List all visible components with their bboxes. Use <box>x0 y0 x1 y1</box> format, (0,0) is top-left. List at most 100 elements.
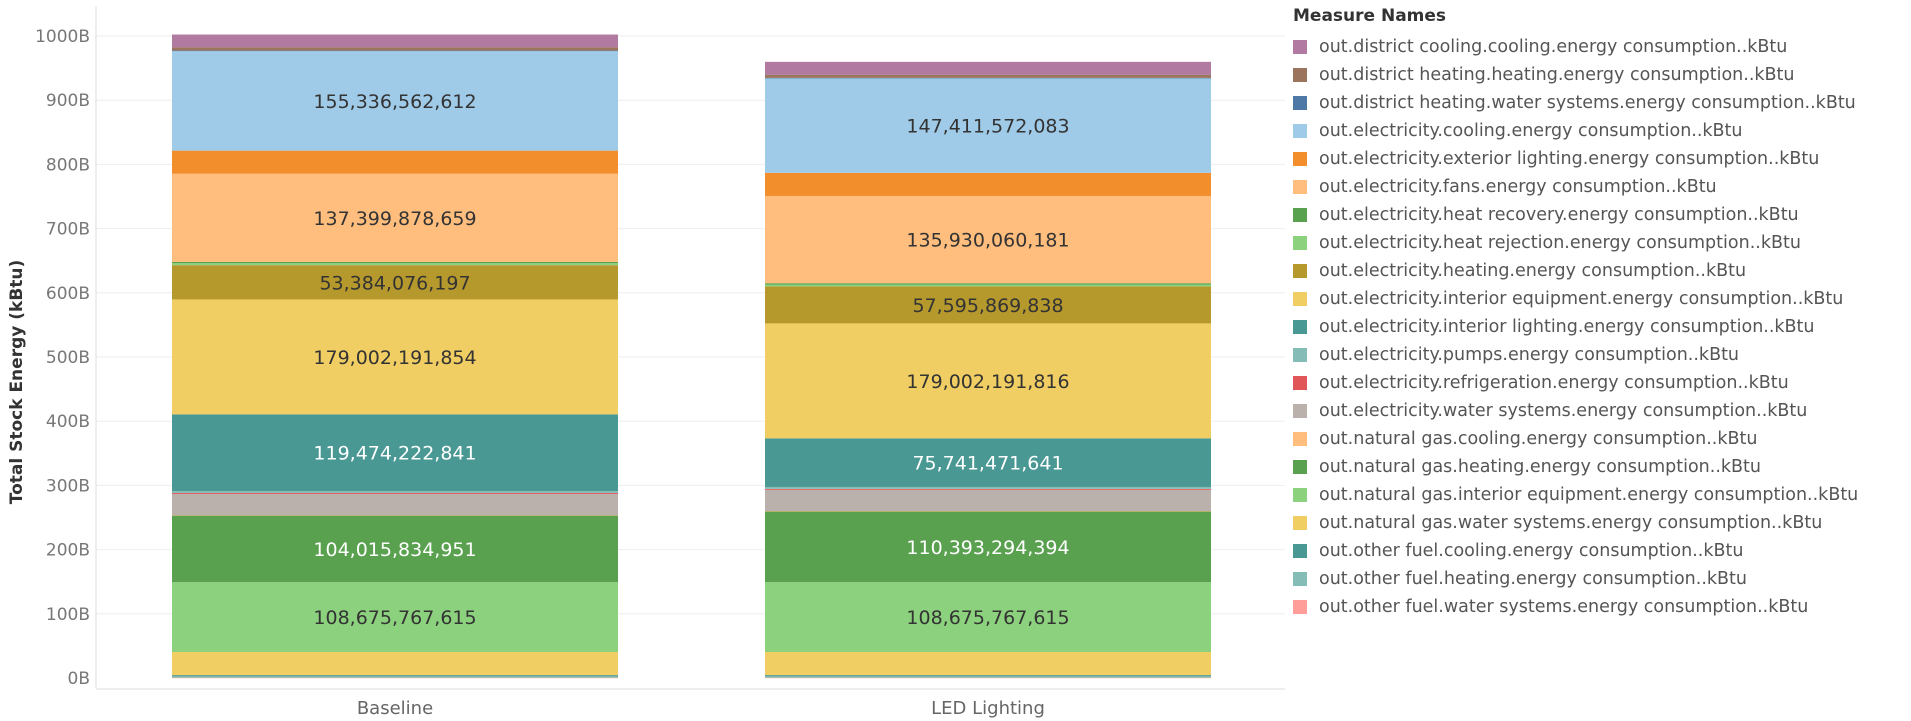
data-label: 147,411,572,083 <box>906 116 1069 138</box>
legend-swatch <box>1293 68 1307 82</box>
bar-segment <box>765 675 1211 677</box>
bar-segment <box>765 195 1211 284</box>
bar-segment <box>172 677 618 679</box>
legend-label: out.district heating.heating.energy cons… <box>1319 65 1795 85</box>
legend-label: out.other fuel.water systems.energy cons… <box>1319 597 1809 617</box>
y-tick-label: 100B <box>46 605 90 625</box>
legend-item[interactable]: out.electricity.interior equipment.energ… <box>1293 285 1905 313</box>
legend-item[interactable]: out.electricity.fans.energy consumption.… <box>1293 173 1905 201</box>
bar-segment <box>172 651 618 676</box>
bar-segment <box>172 173 618 262</box>
legend-label: out.electricity.fans.energy consumption.… <box>1319 177 1717 197</box>
legend-swatch <box>1293 292 1307 306</box>
bar-segment <box>172 47 618 51</box>
legend-label: out.electricity.refrigeration.energy con… <box>1319 373 1789 393</box>
legend: Measure Names out.district cooling.cooli… <box>1293 6 1905 621</box>
x-tick-label: LED Lighting <box>931 698 1045 719</box>
y-tick-label: 200B <box>46 541 90 561</box>
legend-item[interactable]: out.other fuel.cooling.energy consumptio… <box>1293 537 1905 565</box>
bar-segment <box>765 61 1211 75</box>
legend-item[interactable]: out.natural gas.water systems.energy con… <box>1293 509 1905 537</box>
y-axis: 0B 100B 200B 300B 400B 500B 600B 700B 800B 900B 10… <box>35 6 97 689</box>
data-label: 108,675,767,615 <box>313 607 476 629</box>
data-label: 57,595,869,838 <box>912 295 1063 317</box>
bars <box>172 34 1211 679</box>
legend-item[interactable]: out.electricity.cooling.energy consumpti… <box>1293 117 1905 145</box>
bar-segment <box>765 511 1211 583</box>
legend-swatch <box>1293 40 1307 54</box>
bar-segment <box>172 263 618 266</box>
legend-label: out.natural gas.heating.energy consumpti… <box>1319 457 1761 477</box>
bar-stack <box>172 34 618 679</box>
bar-segment <box>172 515 618 583</box>
legend-swatch <box>1293 404 1307 418</box>
y-tick-label: 900B <box>46 91 90 111</box>
bar-segment <box>765 77 1211 79</box>
data-label: 108,675,767,615 <box>906 607 1069 629</box>
legend-title: Measure Names <box>1293 6 1447 26</box>
bar-segment <box>765 489 1211 512</box>
bar-segment <box>765 283 1211 285</box>
y-tick-label: 800B <box>46 155 90 175</box>
legend-label: out.natural gas.interior equipment.energ… <box>1319 485 1859 505</box>
legend-item[interactable]: out.electricity.heat rejection.energy co… <box>1293 229 1905 257</box>
legend-swatch <box>1293 320 1307 334</box>
bar-segment <box>765 677 1211 679</box>
bar-segment <box>765 511 1211 512</box>
bar-segment <box>765 284 1211 287</box>
data-label: 110,393,294,394 <box>906 537 1069 559</box>
legend-swatch <box>1293 208 1307 222</box>
data-label: 53,384,076,197 <box>319 272 470 294</box>
legend-label: out.electricity.pumps.energy consumption… <box>1319 345 1740 365</box>
legend-item[interactable]: out.electricity.pumps.energy consumption… <box>1293 341 1905 369</box>
legend-item[interactable]: out.electricity.interior lighting.energy… <box>1293 313 1905 341</box>
legend-item[interactable]: out.electricity.exterior lighting.energy… <box>1293 145 1905 173</box>
legend-item[interactable]: out.district cooling.cooling.energy cons… <box>1293 33 1905 61</box>
legend-item[interactable]: out.other fuel.heating.energy consumptio… <box>1293 565 1905 593</box>
bar-segment <box>172 50 618 52</box>
legend-item[interactable]: out.electricity.refrigeration.energy con… <box>1293 369 1905 397</box>
legend-item[interactable]: out.other fuel.water systems.energy cons… <box>1293 593 1905 621</box>
legend-swatch <box>1293 432 1307 446</box>
bar-segment <box>765 582 1211 652</box>
legend-label: out.electricity.water systems.energy con… <box>1319 401 1808 421</box>
y-tick-label: 1000B <box>35 27 90 47</box>
legend-item[interactable]: out.electricity.heating.energy consumpti… <box>1293 257 1905 285</box>
legend-swatch <box>1293 572 1307 586</box>
data-labels: 155,336,562,612 137,399,878,659 53,384,076… <box>313 91 1069 629</box>
legend-label: out.electricity.heating.energy consumpti… <box>1319 261 1747 281</box>
data-label: 119,474,222,841 <box>313 443 476 465</box>
legend-label: out.electricity.heat rejection.energy co… <box>1319 233 1801 253</box>
bar-segment <box>172 265 618 300</box>
legend-item[interactable]: out.electricity.water systems.energy con… <box>1293 397 1905 425</box>
legend-swatch <box>1293 516 1307 530</box>
bar-segment <box>172 414 618 492</box>
y-tick-label: 700B <box>46 220 90 240</box>
y-tick-label: 400B <box>46 412 90 432</box>
y-axis-title: Total Stock Energy (kBtu) <box>7 260 27 505</box>
legend-swatch <box>1293 180 1307 194</box>
y-tick-label: 300B <box>46 476 90 496</box>
y-tick-label: 0B <box>68 669 90 689</box>
legend-item[interactable]: out.electricity.heat recovery.energy con… <box>1293 201 1905 229</box>
bar-segment <box>765 438 1211 487</box>
legend-label: out.electricity.interior lighting.energy… <box>1319 317 1815 337</box>
bar-segment <box>172 150 618 174</box>
legend-swatch <box>1293 460 1307 474</box>
bar-stack <box>765 61 1211 679</box>
legend-item[interactable]: out.natural gas.heating.energy consumpti… <box>1293 453 1905 481</box>
legend-swatch <box>1293 236 1307 250</box>
bar-segment <box>172 261 618 264</box>
x-axis: Baseline LED Lighting <box>96 688 1285 719</box>
legend-swatch <box>1293 96 1307 110</box>
y-tick-label: 600B <box>46 284 90 304</box>
bar-segment <box>172 493 618 516</box>
legend-item[interactable]: out.district heating.water systems.energ… <box>1293 89 1905 117</box>
data-label: 179,002,191,854 <box>313 347 476 369</box>
legend-item[interactable]: out.district heating.heating.energy cons… <box>1293 61 1905 89</box>
bar-segment <box>765 286 1211 324</box>
legend-label: out.natural gas.water systems.energy con… <box>1319 513 1823 533</box>
legend-item[interactable]: out.natural gas.interior equipment.energ… <box>1293 481 1905 509</box>
data-label: 155,336,562,612 <box>313 91 476 113</box>
legend-item[interactable]: out.natural gas.cooling.energy consumpti… <box>1293 425 1905 453</box>
